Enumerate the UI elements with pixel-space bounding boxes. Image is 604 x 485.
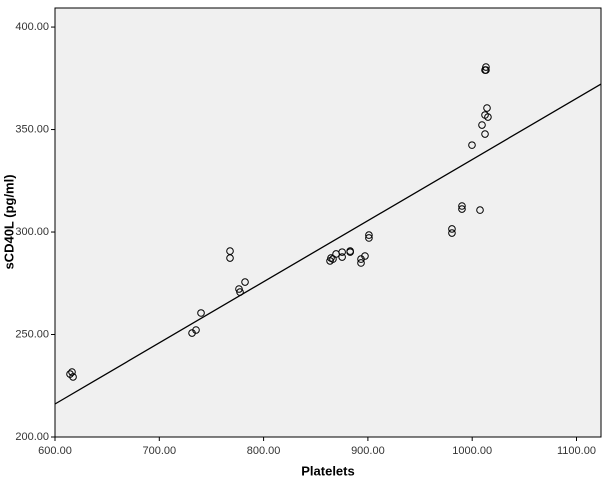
x-tick-label: 900.00	[351, 445, 385, 457]
point	[346, 247, 354, 255]
point	[68, 368, 76, 376]
point	[478, 121, 486, 129]
point	[476, 206, 484, 214]
point	[192, 326, 200, 334]
point	[226, 254, 234, 262]
point	[483, 104, 491, 112]
y-tick-label: 350.00	[15, 123, 49, 135]
point	[482, 66, 490, 74]
point	[448, 229, 456, 237]
point	[365, 231, 373, 239]
x-axis-title: Platelets	[301, 463, 354, 478]
y-axis-title: sCD40L (pg/ml)	[1, 174, 16, 269]
x-tick-label: 600.00	[38, 445, 72, 457]
y-tick-label: 200.00	[15, 431, 49, 443]
point	[241, 278, 249, 286]
point	[468, 141, 476, 149]
x-tick-label: 1000.00	[452, 445, 492, 457]
x-tick-label: 800.00	[247, 445, 281, 457]
plot-area	[54, 7, 602, 438]
point	[235, 285, 243, 293]
point	[481, 130, 489, 138]
x-tick-label: 700.00	[142, 445, 176, 457]
y-tick-label: 250.00	[15, 328, 49, 340]
fit-line	[54, 83, 602, 405]
point	[197, 309, 205, 317]
point	[448, 225, 456, 233]
x-tick-label: 1100.00	[557, 445, 596, 457]
y-tick-label: 300.00	[15, 226, 49, 238]
y-tick-label: 400.00	[15, 21, 49, 33]
point	[69, 373, 77, 381]
point	[458, 205, 466, 213]
point	[365, 234, 373, 242]
point	[361, 252, 369, 260]
point	[484, 113, 492, 121]
point	[482, 63, 490, 71]
point	[458, 202, 466, 210]
point	[338, 253, 346, 261]
point	[357, 259, 365, 267]
point	[338, 248, 346, 256]
